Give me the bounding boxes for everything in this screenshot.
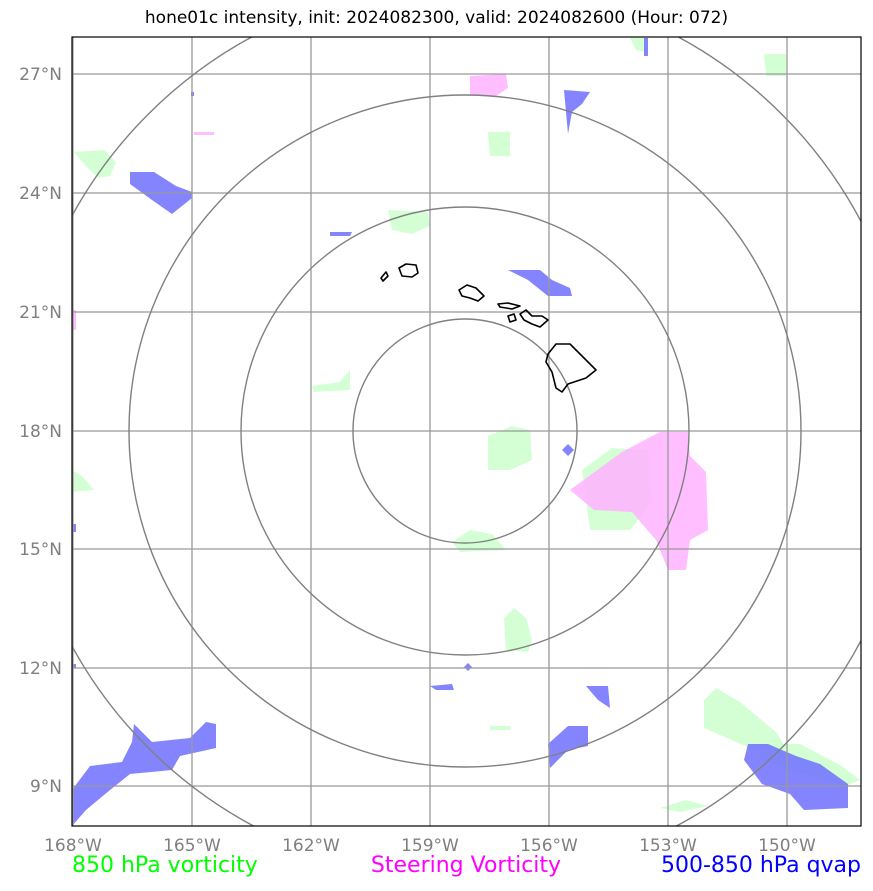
- qvap-patch: [508, 270, 572, 296]
- qvap-patch: [548, 726, 588, 768]
- lon-tick: 159°W: [401, 836, 459, 856]
- lat-tick: 24°N: [19, 184, 62, 204]
- island-molokai: [497, 302, 521, 310]
- lat-tick: 12°N: [19, 659, 62, 679]
- range-rings: [72, 37, 861, 826]
- steering-patch: [570, 432, 708, 570]
- map-title: hone01c intensity, init: 2024082300, val…: [144, 8, 729, 28]
- lat-tick: 27°N: [19, 65, 62, 85]
- vort-patch: [488, 426, 532, 470]
- qvap-patch: [562, 444, 574, 456]
- lat-tick: 15°N: [19, 540, 62, 560]
- steering-patch: [470, 74, 508, 96]
- lat-tick: 18°N: [19, 422, 62, 442]
- qvap-patch: [72, 722, 216, 826]
- coastline: [380, 263, 597, 393]
- island-kauai: [398, 263, 419, 278]
- vort-patch: [490, 726, 510, 730]
- steering-patch: [194, 132, 214, 135]
- lat-tick-labels: 27°N 24°N 21°N 18°N 15°N 12°N 9°N: [19, 65, 62, 797]
- qvap-patch: [644, 38, 648, 56]
- lon-tick: 162°W: [282, 836, 340, 856]
- legend-qvap: 500-850 hPa qvap: [660, 853, 861, 878]
- lon-tick: 156°W: [520, 836, 578, 856]
- lon-tick: 168°W: [44, 836, 102, 856]
- vort-patch: [74, 150, 116, 178]
- vort-patch: [704, 688, 786, 748]
- island-maui: [519, 309, 549, 328]
- vort-patch: [504, 608, 532, 652]
- plot-frame: [71, 36, 862, 827]
- vort-patch: [72, 470, 94, 492]
- lon-tick: 165°W: [163, 836, 221, 856]
- vort-patch: [764, 54, 786, 76]
- range-ring: [240, 206, 690, 656]
- range-ring: [128, 94, 802, 768]
- lon-tick: 150°W: [758, 836, 816, 856]
- range-ring: [352, 318, 578, 544]
- lon-tick: 153°W: [639, 836, 697, 856]
- island-hawaii: [545, 343, 597, 393]
- qvap-patch: [744, 744, 848, 810]
- qvap-patch: [564, 90, 590, 134]
- steering-vorticity-layer: [72, 74, 708, 570]
- qvap-patch: [330, 232, 352, 236]
- island-oahu: [458, 284, 485, 302]
- lat-tick: 9°N: [30, 777, 62, 797]
- legend-vorticity-850: 850 hPa vorticity: [72, 853, 258, 878]
- vorticity-850-layer: [72, 38, 860, 812]
- vort-patch: [660, 800, 708, 812]
- vort-patch: [488, 132, 510, 156]
- qvap-patch: [430, 684, 454, 690]
- vort-patch: [388, 210, 430, 234]
- vort-patch: [312, 370, 350, 392]
- legend-steering-vorticity: Steering Vorticity: [370, 853, 562, 878]
- lat-tick: 21°N: [19, 303, 62, 323]
- island-niihau: [380, 271, 389, 282]
- qvap-patch: [464, 663, 472, 671]
- vort-patch: [630, 38, 648, 52]
- qvap-patch: [586, 686, 610, 708]
- lon-tick-labels: 168°W 165°W 162°W 159°W 156°W 153°W 150°…: [44, 836, 816, 856]
- graticule: [72, 37, 861, 826]
- vort-patch: [452, 530, 506, 552]
- island-lanai: [507, 313, 517, 323]
